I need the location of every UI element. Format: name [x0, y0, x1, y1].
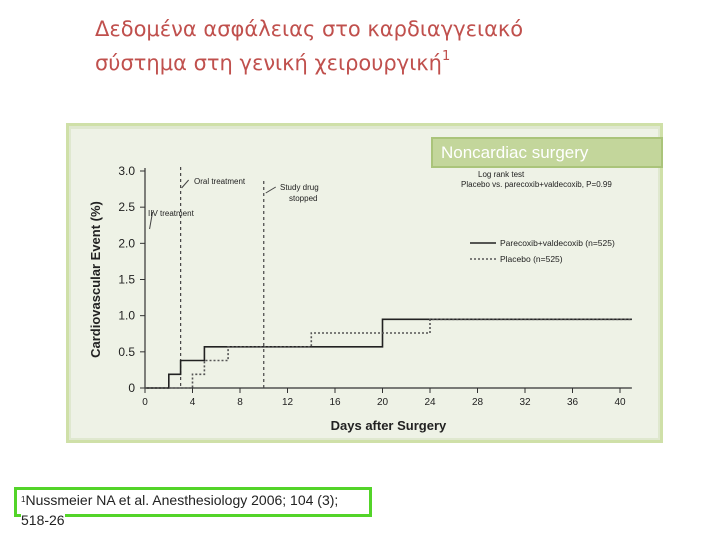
y-tick-label: 0 — [128, 381, 135, 395]
reference-box: 1Nussmeier NA et al. Anesthesiology 2006… — [14, 487, 372, 530]
y-axis-title: Cardiovascular Event (%) — [88, 201, 103, 358]
oral-arrow — [181, 179, 190, 189]
y-tick-label: 1.5 — [118, 273, 135, 287]
y-tick-label: 1.0 — [118, 309, 135, 323]
iiv-arrow — [149, 211, 154, 230]
x-axis-title: Days after Surgery — [331, 418, 447, 433]
oral-treatment-annotation: Oral treatment — [194, 177, 246, 186]
reference-line-1: Nussmeier NA et al. Anesthesiology 2006;… — [25, 492, 339, 508]
legend-entry: Placebo (n=525) — [500, 254, 563, 264]
x-tick-label: 16 — [329, 397, 341, 408]
study-drug-annotation-line-2: stopped — [289, 194, 317, 203]
title-line-2-text: σύστημα στη γενική χειρουργική — [95, 51, 442, 75]
series-placebo-line — [145, 318, 632, 389]
title-line-2: σύστημα στη γενική χειρουργική1 — [95, 44, 655, 78]
title-footnote-marker: 1 — [441, 49, 451, 64]
x-tick-label: 12 — [282, 397, 294, 408]
y-tick-label: 2.0 — [118, 236, 135, 250]
x-tick-label: 0 — [142, 397, 148, 408]
legend-note: Placebo vs. parecoxib+valdecoxib, P=0.99 — [461, 180, 612, 189]
x-tick-label: 40 — [614, 397, 626, 408]
x-tick-label: 4 — [190, 397, 196, 408]
y-tick-label: 3.0 — [118, 164, 135, 178]
iiv-treatment-annotation: IIV treatment — [148, 209, 195, 218]
noncardiac-surgery-badge: Noncardiac surgery — [431, 137, 663, 168]
reference-line-2: 518-26 — [21, 510, 65, 530]
series-parecoxib-line — [145, 318, 632, 389]
x-tick-label: 36 — [567, 397, 579, 408]
y-tick-label: 0.5 — [118, 345, 135, 359]
x-tick-label: 32 — [519, 397, 531, 408]
y-tick-label: 2.5 — [118, 200, 135, 214]
legend-entry: Parecoxib+valdecoxib (n=525) — [500, 238, 615, 248]
reference-footnote-marker: 1 — [21, 495, 26, 504]
x-tick-label: 20 — [377, 397, 389, 408]
title-line-1: Δεδομένα ασφάλειας στο καρδιαγγειακό — [95, 17, 524, 41]
x-tick-label: 8 — [237, 397, 243, 408]
legend-title: Log rank test — [478, 170, 525, 179]
x-tick-label: 28 — [472, 397, 484, 408]
x-tick-label: 24 — [424, 397, 436, 408]
study-drug-arrow — [265, 186, 277, 194]
study-drug-annotation: Study drug — [280, 183, 319, 192]
slide-title: Δεδομένα ασφάλειας στο καρδιαγγειακό σύσ… — [95, 14, 655, 78]
